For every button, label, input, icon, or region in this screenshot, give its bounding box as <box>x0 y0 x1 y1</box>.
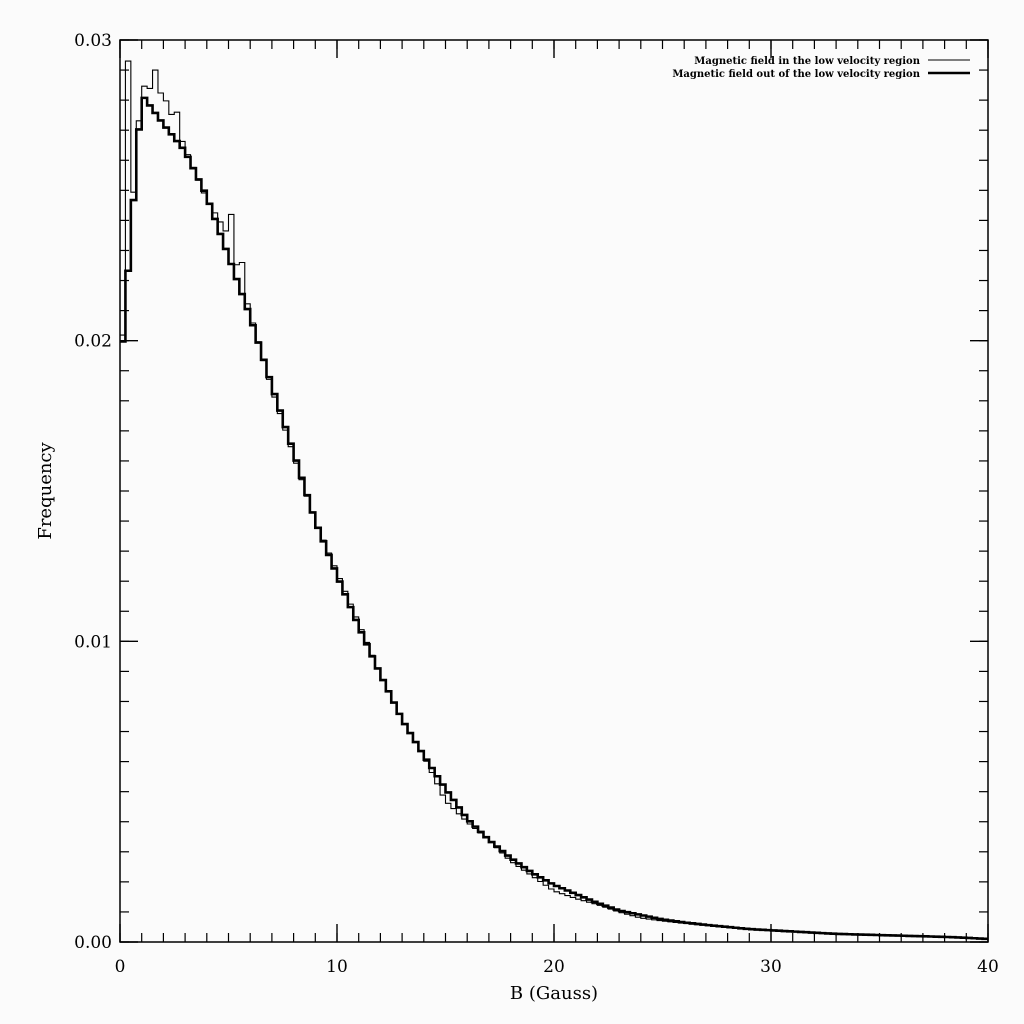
y-tick-label: 0.01 <box>74 632 112 652</box>
series-low-velocity-curve <box>120 60 988 940</box>
legend: Magnetic field in the low velocity regio… <box>672 56 970 80</box>
legend-label: Magnetic field out of the low velocity r… <box>672 69 920 80</box>
x-axis-title: B (Gauss) <box>510 983 598 1004</box>
y-tick-label: 0.00 <box>74 933 112 953</box>
x-tick-label: 30 <box>760 957 782 977</box>
y-axis-title: Frequency <box>35 441 56 539</box>
tick-labels: 0 10 20 30 40 0.00 0.01 0.02 0.03 <box>74 31 999 977</box>
plot-frame <box>119 39 989 943</box>
legend-label: Magnetic field in the low velocity regio… <box>694 56 920 67</box>
series-layer <box>120 60 988 941</box>
x-tick-label: 20 <box>543 957 565 977</box>
y-tick-label: 0.02 <box>74 332 112 352</box>
x-tick-label: 40 <box>977 957 999 977</box>
y-tick-label: 0.03 <box>74 31 112 51</box>
x-tick-label: 10 <box>326 957 348 977</box>
x-tick-label: 0 <box>115 957 126 977</box>
axis-ticks <box>119 39 989 943</box>
series-outside-low-velocity-curve <box>120 96 988 941</box>
